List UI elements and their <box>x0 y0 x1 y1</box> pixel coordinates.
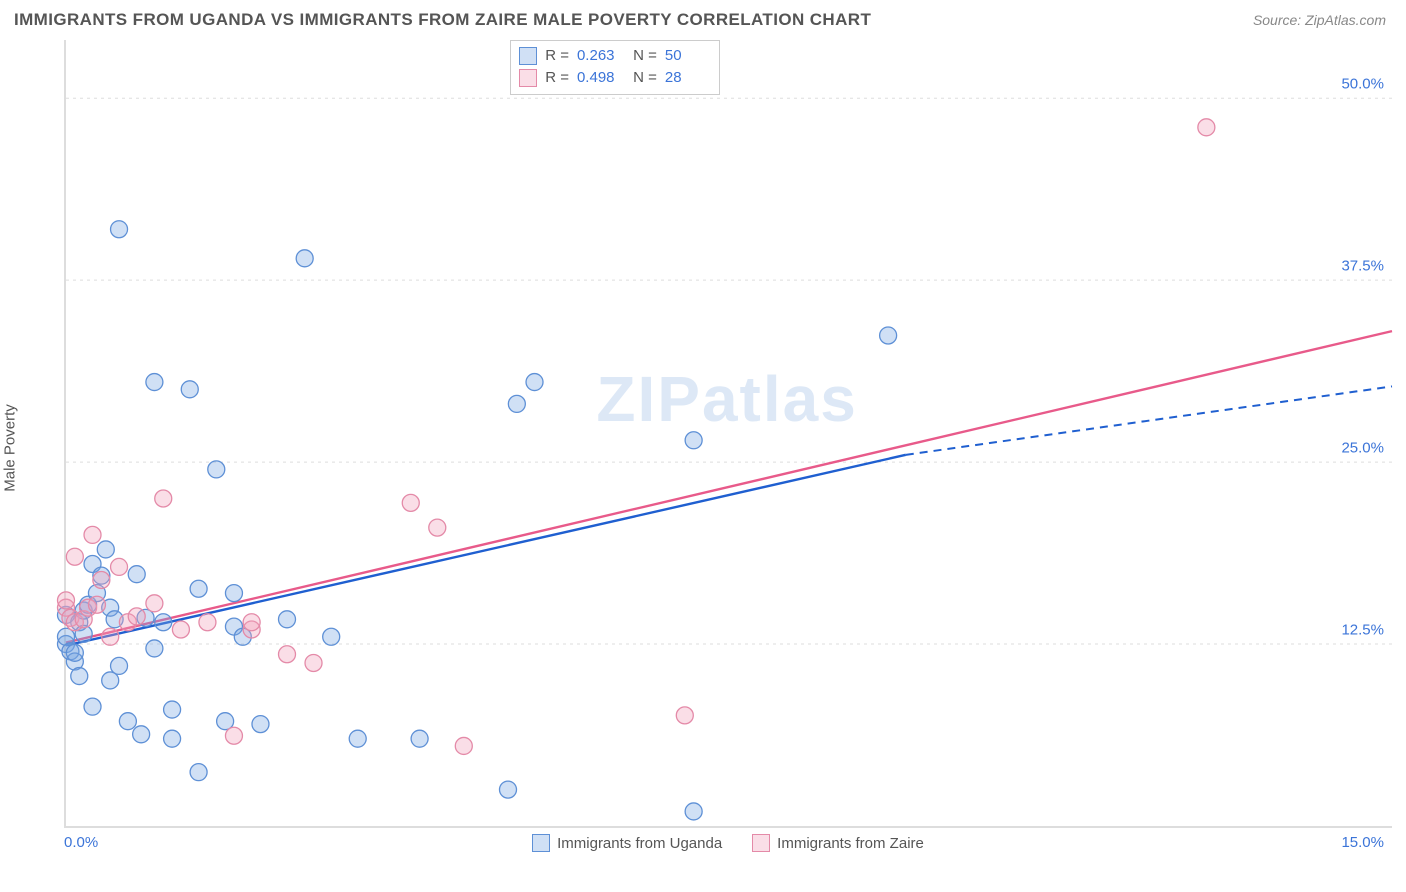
legend-n-value-zaire: 28 <box>665 67 709 89</box>
legend-swatch-uganda <box>519 47 537 65</box>
source-label: Source: ZipAtlas.com <box>1253 12 1386 28</box>
y-axis-label: Male Poverty <box>2 404 19 492</box>
legend-n-label: N = <box>629 67 657 89</box>
legend-r-value-zaire: 0.498 <box>577 67 621 89</box>
legend-label-uganda: Immigrants from Uganda <box>557 835 722 852</box>
legend-row-uganda: R = 0.263 N = 50 <box>519 45 709 67</box>
legend-item-zaire: Immigrants from Zaire <box>752 834 924 852</box>
legend-swatch-uganda <box>532 834 550 852</box>
legend-row-zaire: R = 0.498 N = 28 <box>519 67 709 89</box>
scatter-plot: 12.5%25.0%37.5%50.0% ZIPatlas R = 0.263 … <box>64 40 1392 828</box>
correlation-legend: R = 0.263 N = 50R = 0.498 N = 28 <box>510 40 720 95</box>
legend-n-value-uganda: 50 <box>665 45 709 67</box>
plot-area: Male Poverty 12.5%25.0%37.5%50.0% ZIPatl… <box>14 40 1392 856</box>
chart-svg <box>66 40 1392 826</box>
series-legend: Immigrants from Uganda Immigrants from Za… <box>64 830 1392 856</box>
legend-r-value-uganda: 0.263 <box>577 45 621 67</box>
legend-r-label: R = <box>545 67 569 89</box>
legend-r-label: R = <box>545 45 569 67</box>
legend-n-label: N = <box>629 45 657 67</box>
legend-swatch-zaire <box>752 834 770 852</box>
legend-swatch-zaire <box>519 69 537 87</box>
legend-label-zaire: Immigrants from Zaire <box>777 835 924 852</box>
legend-item-uganda: Immigrants from Uganda <box>532 834 722 852</box>
chart-title: IMMIGRANTS FROM UGANDA VS IMMIGRANTS FRO… <box>14 10 871 30</box>
